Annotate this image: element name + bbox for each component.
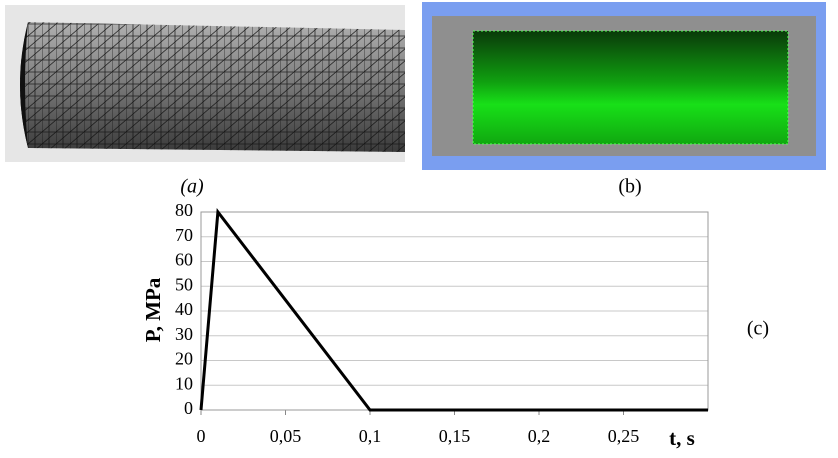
y-tick-label: 0 [184, 398, 193, 418]
y-tick-label: 60 [175, 250, 193, 270]
y-tick-label: 80 [175, 200, 193, 220]
x-tick-label: 0,25 [608, 426, 640, 446]
x-tick-label: 0,05 [270, 426, 302, 446]
panel-a-image [5, 5, 405, 162]
y-tick-label: 40 [175, 299, 193, 319]
x-tick-label: 0 [197, 426, 206, 446]
x-tick-label: 0,1 [359, 426, 382, 446]
x-axis-title: t, s [669, 426, 695, 450]
x-tick-label: 0,2 [528, 426, 551, 446]
panel-label: (b) [618, 176, 641, 198]
panel-b-image [422, 2, 826, 170]
page: (a) (b) (c) P, MPa t, s 0 10 20 30 40 50 60 70 8… [0, 0, 838, 458]
y-tick-label: 70 [175, 225, 193, 245]
panel-label: (c) [747, 318, 769, 340]
y-tick-label: 20 [175, 349, 193, 369]
y-axis-title: P, MPa [141, 277, 165, 342]
figure: (a) (b) (c) P, MPa t, s 0 10 20 30 40 50 60 70 8… [0, 0, 838, 458]
x-tick-label: 0,15 [439, 426, 471, 446]
y-tick-label: 30 [175, 324, 193, 344]
y-tick-label: 10 [175, 373, 193, 393]
y-tick-label: 50 [175, 274, 193, 294]
panel-label: (a) [180, 176, 204, 198]
